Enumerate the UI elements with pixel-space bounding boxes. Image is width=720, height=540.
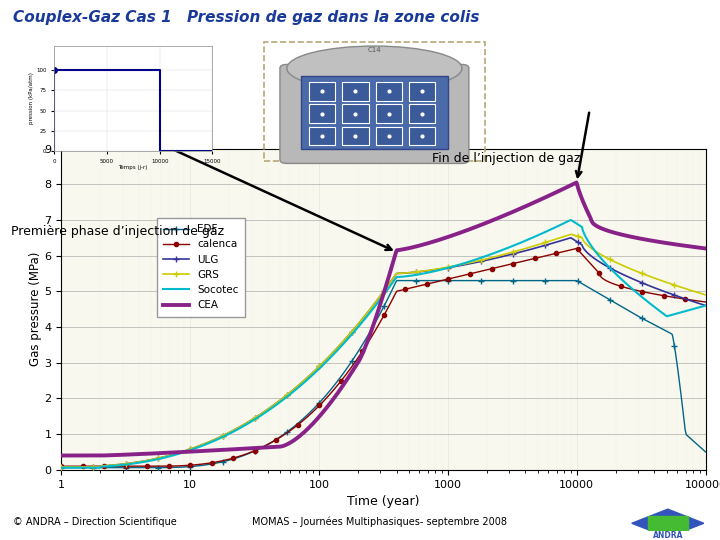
Socotec [567,217,575,224]
Bar [309,126,336,145]
EDF [57,464,66,471]
CEA [222,447,231,453]
Bar [342,104,369,123]
calenca [222,456,231,463]
CEA [487,218,496,224]
Line: Socotec: Socotec [61,220,706,468]
calenca [57,463,66,469]
Line: EDF: EDF [58,278,708,470]
Bar [342,126,369,145]
Line: GRS: GRS [58,232,708,470]
GRS [567,231,575,238]
ULG [57,464,66,470]
CEA [542,194,551,200]
ULG [701,302,710,309]
calenca [171,463,179,469]
Text: Couplex-Gaz Cas 1: Couplex-Gaz Cas 1 [13,10,171,25]
GRS [57,464,66,470]
CEA [701,245,710,252]
Socotec [171,451,179,458]
Bar [301,76,448,150]
EDF [438,278,446,284]
calenca [436,278,445,284]
calenca [487,266,496,272]
Text: Première phase d’injection de gaz: Première phase d’injection de gaz [11,225,224,238]
calenca [572,245,581,252]
CEA [572,179,581,186]
Text: Fin de l’injection de gaz: Fin de l’injection de gaz [432,152,580,165]
Socotec [222,431,231,438]
Text: Pression de gaz dans la zone colis: Pression de gaz dans la zone colis [187,10,480,25]
X-axis label: Time (year): Time (year) [347,495,420,508]
calenca [701,299,710,305]
GRS [348,327,357,334]
GRS [436,265,445,272]
Bar [342,82,369,100]
Bar [309,104,336,123]
GRS [222,430,231,437]
Bar [623,531,713,539]
Bar [309,82,336,100]
Text: ANDRA: ANDRA [652,531,683,539]
GRS [542,239,551,245]
ULG [171,451,179,457]
Socotec [487,251,496,257]
Socotec [348,330,357,336]
Polygon shape [632,509,703,537]
GRS [487,254,496,261]
Y-axis label: pression (kPa/atm): pression (kPa/atm) [30,72,35,125]
Ellipse shape [287,46,462,91]
CEA [171,449,179,456]
Socotec [436,266,445,273]
ULG [487,256,496,262]
EDF [543,278,552,284]
EDF [488,278,497,284]
CEA [436,236,445,242]
X-axis label: Temps (j-r): Temps (j-r) [119,165,148,170]
ULG [436,266,445,272]
CEA [57,453,66,459]
Text: © ANDRA – Direction Scientifique: © ANDRA – Direction Scientifique [13,517,176,527]
GRS [171,451,179,457]
GRS [701,292,710,298]
Line: ULG: ULG [58,235,708,470]
Legend: EDF, calenca, ULG, GRS, Socotec, CEA: EDF, calenca, ULG, GRS, Socotec, CEA [157,218,245,316]
FancyBboxPatch shape [280,64,469,164]
Bar [648,516,688,530]
Socotec [542,228,551,235]
ULG [567,235,575,241]
Socotec [701,302,710,309]
CEA [348,367,357,374]
Bar [376,82,402,100]
Text: C14: C14 [368,48,381,53]
ULG [222,430,231,437]
Bar [376,104,402,123]
calenca [348,362,357,369]
EDF [348,356,357,363]
Bar [376,126,402,145]
ULG [542,242,551,248]
Bar [409,82,436,100]
Bar [409,104,436,123]
EDF [392,278,401,284]
Line: calenca: calenca [59,246,708,468]
Text: MOMAS – Journées Multiphasiques- septembre 2008: MOMAS – Journées Multiphasiques- septemb… [252,517,507,528]
Socotec [57,464,66,471]
Bar [409,126,436,145]
calenca [542,252,551,259]
EDF [171,464,179,471]
EDF [222,457,231,464]
EDF [701,449,710,455]
Line: CEA: CEA [61,183,706,456]
Y-axis label: Gas pressure (MPa): Gas pressure (MPa) [29,252,42,366]
ULG [348,327,357,334]
